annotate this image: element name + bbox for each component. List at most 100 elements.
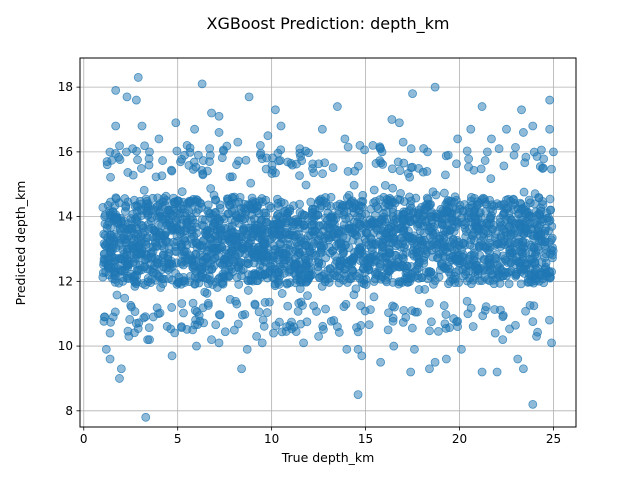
data-point — [110, 270, 120, 280]
x-tick-label: 20 — [452, 432, 467, 446]
data-point — [200, 287, 210, 297]
data-point — [357, 351, 367, 361]
data-point — [352, 212, 362, 222]
data-point — [181, 211, 190, 221]
data-point — [546, 273, 555, 282]
data-point — [306, 197, 316, 207]
data-point — [139, 185, 149, 195]
data-point — [468, 322, 478, 331]
data-point — [197, 265, 207, 274]
data-point — [161, 236, 171, 246]
data-point — [167, 223, 177, 232]
data-point — [527, 242, 537, 252]
data-point — [120, 293, 130, 303]
data-point — [349, 253, 359, 263]
data-point — [469, 165, 479, 175]
data-point — [528, 121, 538, 131]
data-point — [115, 155, 125, 165]
data-point — [494, 144, 504, 154]
data-point — [207, 265, 216, 275]
data-point — [332, 271, 341, 281]
data-point — [453, 322, 463, 332]
data-point — [237, 271, 246, 281]
data-point — [116, 364, 126, 374]
data-point — [338, 200, 348, 210]
chart-title: XGBoost Prediction: depth_km — [207, 14, 450, 34]
data-point — [167, 351, 177, 361]
data-point — [154, 134, 164, 144]
data-point — [314, 229, 324, 239]
data-point — [388, 301, 397, 311]
data-point — [518, 364, 528, 374]
data-point — [479, 225, 489, 235]
data-point — [101, 344, 111, 354]
axis-ticks: 0 5 10 15 20 25 8 10 12 14 16 18 — [58, 80, 561, 446]
data-point — [225, 200, 235, 210]
data-point — [347, 265, 357, 275]
data-point — [98, 203, 108, 212]
data-point — [294, 229, 303, 239]
data-point — [197, 203, 207, 212]
data-point — [380, 181, 390, 190]
data-point — [528, 317, 538, 327]
data-point — [218, 145, 228, 155]
data-point — [371, 269, 381, 279]
data-point — [273, 277, 283, 287]
data-point — [410, 344, 419, 354]
data-point — [303, 291, 312, 301]
data-point — [295, 171, 304, 181]
data-point — [317, 271, 327, 281]
data-point — [238, 244, 248, 254]
data-point — [306, 270, 315, 280]
data-point — [282, 322, 292, 332]
data-point — [546, 235, 556, 245]
data-point — [131, 319, 141, 328]
data-point — [313, 210, 322, 220]
data-point — [364, 320, 374, 330]
data-point — [213, 234, 223, 244]
data-point — [185, 277, 195, 287]
data-point — [421, 202, 431, 212]
data-point — [498, 335, 508, 345]
data-point — [395, 166, 405, 176]
data-point — [393, 194, 403, 204]
y-axis-label: Predicted depth_km — [13, 181, 28, 306]
x-tick-label: 0 — [80, 432, 88, 446]
data-point — [252, 331, 262, 341]
data-point — [124, 259, 134, 269]
data-point — [189, 261, 199, 270]
data-point — [215, 258, 225, 268]
data-point — [441, 354, 451, 364]
data-point — [182, 140, 192, 150]
data-point — [296, 275, 306, 285]
data-point — [338, 249, 348, 258]
data-point — [439, 301, 449, 310]
data-point — [483, 275, 492, 284]
data-point — [228, 227, 238, 237]
data-point — [111, 85, 121, 95]
data-point — [294, 298, 304, 308]
data-point — [100, 312, 109, 322]
data-point — [172, 247, 181, 257]
data-point — [541, 258, 551, 268]
data-point — [470, 271, 480, 281]
data-point — [353, 344, 363, 354]
data-point — [436, 259, 446, 269]
data-point — [426, 317, 436, 327]
data-point — [516, 279, 526, 289]
data-point — [214, 111, 224, 121]
data-point — [545, 194, 555, 204]
data-point — [425, 326, 434, 336]
data-point — [190, 271, 200, 281]
data-point — [101, 267, 111, 277]
data-point — [167, 166, 177, 176]
data-point — [394, 279, 404, 289]
data-point — [376, 357, 386, 367]
data-point — [250, 220, 260, 230]
data-point — [110, 307, 120, 317]
data-point — [356, 321, 366, 330]
data-point — [273, 209, 283, 219]
data-point — [445, 225, 455, 235]
data-point — [548, 243, 557, 252]
data-point — [529, 147, 539, 157]
